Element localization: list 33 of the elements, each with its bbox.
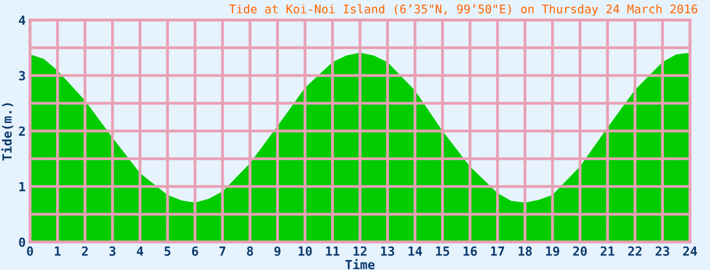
x-axis-title: Time [346,258,375,270]
x-tick-label: 11 [326,246,340,256]
chart-title: Tide at Koi-Noi Island (6’35"N, 99’50"E) on Thursday 24 March 2016 [229,4,698,16]
x-tick-label: 9 [274,246,280,256]
x-tick-label: 12 [354,246,366,256]
x-tick-label: 20 [573,246,587,256]
x-tick-label: 21 [600,246,614,256]
y-tick-label: 4 [18,16,26,25]
x-tick-label: 15 [436,246,450,256]
x-tick-label: 6 [192,246,198,256]
x-tick-label: 3 [110,246,116,256]
x-tick-label: 8 [247,246,253,256]
x-tick-label: 24 [683,246,697,256]
x-tick-label: 16 [464,246,477,256]
x-tick-label: 17 [491,246,504,256]
x-tick-label: 18 [518,246,532,256]
x-tick-label: 1 [54,246,61,256]
y-tick-label: 2 [19,126,25,136]
x-tick-label: 19 [546,246,560,256]
y-axis-title: Tide(m.) [1,103,14,161]
x-tick-label: 23 [656,246,670,256]
x-tick-label: 13 [381,246,394,256]
x-tick-label: 22 [628,246,642,256]
x-tick-label: 5 [164,246,170,256]
x-tick-label: 4 [136,246,144,256]
x-tick-label: 7 [220,246,226,256]
y-tick-label: 1 [19,182,26,192]
x-tick-label: 14 [408,246,422,256]
x-tick-label: 0 [26,246,34,256]
y-tick-label: 0 [19,237,26,247]
y-tick-label: 3 [19,70,26,80]
x-tick-label: 10 [298,246,312,256]
x-tick-label: 2 [82,246,88,256]
